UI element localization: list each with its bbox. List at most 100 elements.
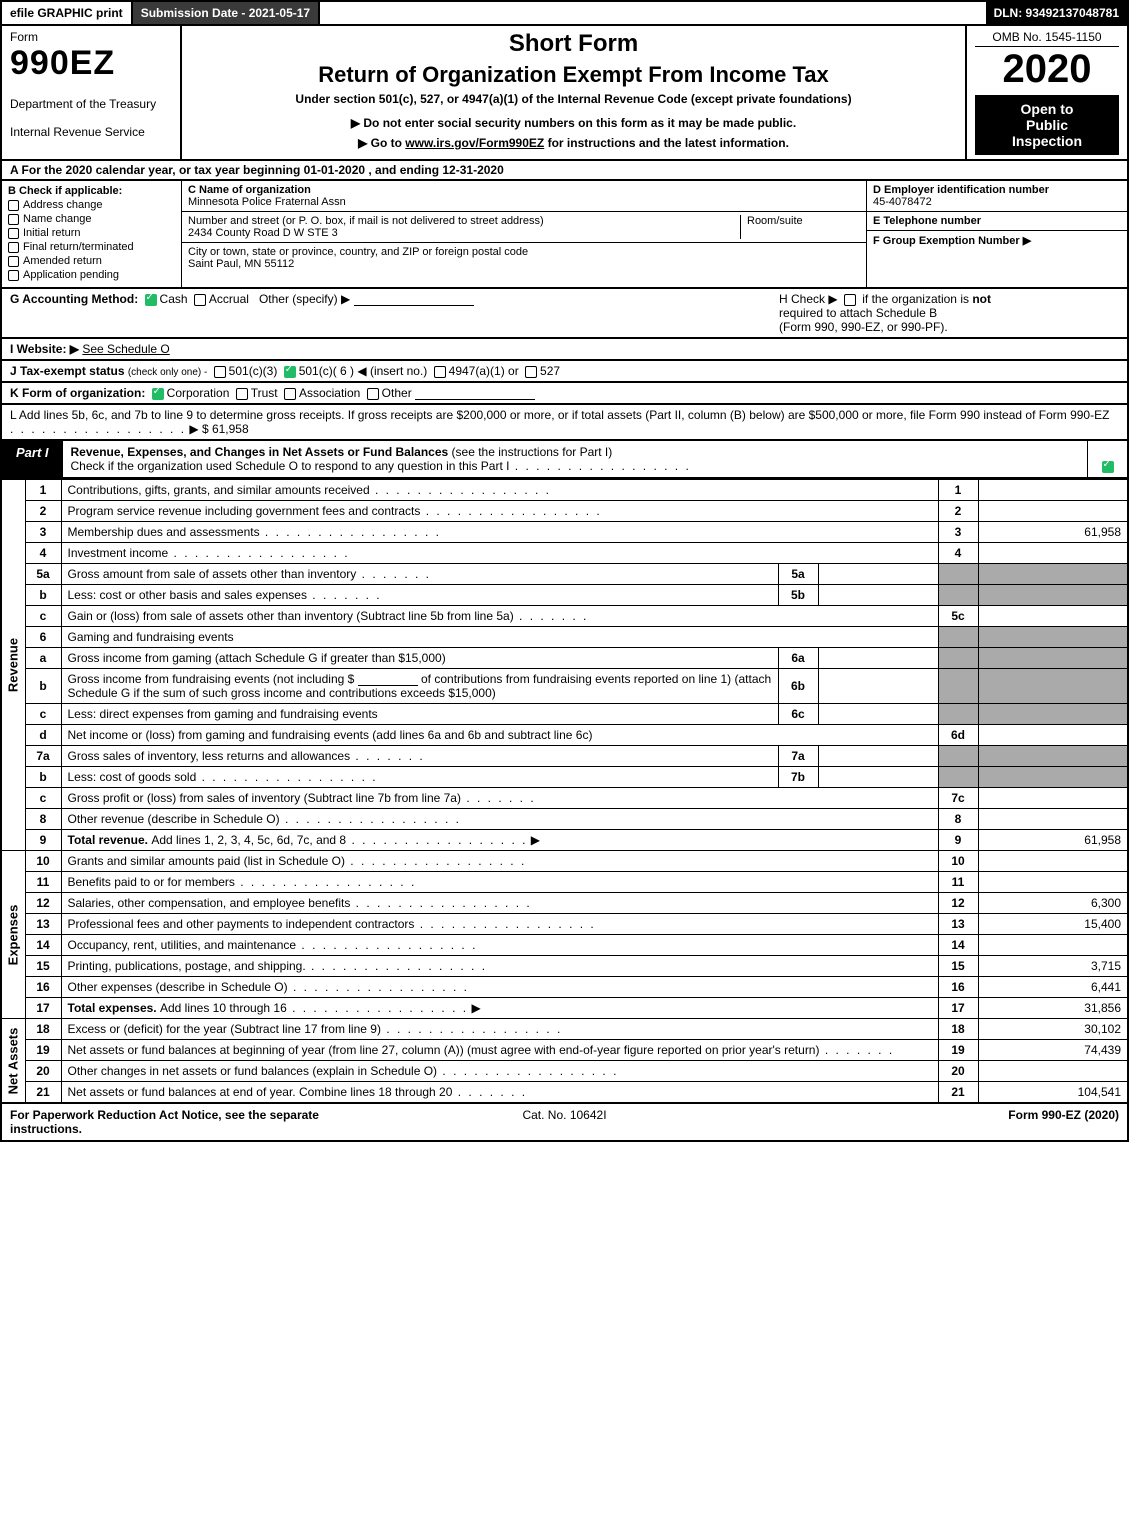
line-amount: 74,439 (978, 1040, 1128, 1061)
footer-center: Cat. No. 10642I (380, 1108, 750, 1136)
row-21: 21 Net assets or fund balances at end of… (1, 1082, 1128, 1104)
line-ref: 7c (938, 788, 978, 809)
part-1-title-bold: Revenue, Expenses, and Changes in Net As… (71, 445, 452, 459)
dots-leader (509, 459, 690, 473)
dots-leader (356, 567, 431, 581)
checkbox-icon[interactable] (8, 228, 19, 239)
sub-amount (818, 767, 938, 788)
org-address: 2434 County Road D W STE 3 (188, 227, 338, 239)
efile-label[interactable]: efile GRAPHIC print (2, 2, 133, 24)
dots-leader (514, 609, 589, 623)
line-ref: 20 (938, 1061, 978, 1082)
checkbox-icon[interactable] (8, 200, 19, 211)
checkbox-icon[interactable] (434, 366, 446, 378)
g-other-blank[interactable] (354, 294, 474, 306)
row-7b: b Less: cost of goods sold 7b (1, 767, 1128, 788)
row-14: 14 Occupancy, rent, utilities, and maint… (1, 935, 1128, 956)
dots-leader (235, 875, 416, 889)
dots-leader (420, 504, 601, 518)
line-text: Program service revenue including govern… (61, 501, 938, 522)
line-text: Gaming and fundraising events (61, 627, 938, 648)
checkbox-icon[interactable] (8, 270, 19, 281)
chk-final-return[interactable]: Final return/terminated (8, 241, 175, 253)
checkbox-icon[interactable] (194, 294, 206, 306)
row-6a: a Gross income from gaming (attach Sched… (1, 648, 1128, 669)
h-not: not (972, 292, 991, 306)
c-name-row: C Name of organization Minnesota Police … (182, 181, 866, 212)
line-amount (978, 606, 1128, 627)
dept-irs: Internal Revenue Service (10, 125, 172, 139)
shade-cell (978, 627, 1128, 648)
line-ref: 12 (938, 893, 978, 914)
row-17: 17 Total expenses. Add lines 10 through … (1, 998, 1128, 1019)
sub-ref: 5b (778, 585, 818, 606)
checkbox-icon[interactable] (367, 388, 379, 400)
j-501c3: 501(c)(3) (229, 364, 278, 378)
line-num: 19 (25, 1040, 61, 1061)
goto-link[interactable]: www.irs.gov/Form990EZ (405, 136, 544, 150)
chk-application-pending[interactable]: Application pending (8, 269, 175, 281)
top-bar: efile GRAPHIC print Submission Date - 20… (0, 0, 1129, 26)
line-num: 5a (25, 564, 61, 585)
chk-label: Amended return (23, 255, 102, 267)
h-text3: required to attach Schedule B (779, 306, 937, 320)
d-ein: D Employer identification number 45-4078… (867, 181, 1127, 212)
checkbox-icon[interactable] (8, 214, 19, 225)
checkbox-checked-icon[interactable] (152, 388, 164, 400)
sub-amount (818, 746, 938, 767)
checkbox-icon[interactable] (284, 388, 296, 400)
sub-amount (818, 648, 938, 669)
line-amount (978, 480, 1128, 501)
k-assoc: Association (299, 386, 360, 400)
line-amount (978, 1061, 1128, 1082)
checkbox-icon[interactable] (214, 366, 226, 378)
checkbox-checked-icon[interactable] (1102, 461, 1114, 473)
line-num: 15 (25, 956, 61, 977)
shade-cell (978, 704, 1128, 725)
dots-leader (381, 1022, 562, 1036)
checkbox-icon[interactable] (8, 242, 19, 253)
k-corp: Corporation (167, 386, 230, 400)
blank-fill[interactable] (358, 674, 418, 686)
goto-post: for instructions and the latest informat… (544, 136, 789, 150)
chk-amended-return[interactable]: Amended return (8, 255, 175, 267)
line-num: b (25, 767, 61, 788)
line-text: Gross sales of inventory, less returns a… (61, 746, 778, 767)
line-ref: 6d (938, 725, 978, 746)
chk-address-change[interactable]: Address change (8, 199, 175, 211)
line-text: Net income or (loss) from gaming and fun… (61, 725, 938, 746)
checkbox-checked-icon[interactable] (145, 294, 157, 306)
footer-right: Form 990-EZ (2020) (749, 1108, 1119, 1136)
checkbox-icon[interactable] (236, 388, 248, 400)
j-sub: (check only one) - (128, 367, 207, 378)
chk-initial-return[interactable]: Initial return (8, 227, 175, 239)
netassets-side-label: Net Assets (1, 1019, 25, 1104)
line-text: Occupancy, rent, utilities, and maintena… (61, 935, 938, 956)
row-6b: b Gross income from fundraising events (… (1, 669, 1128, 704)
c-addr-row: Number and street (or P. O. box, if mail… (182, 212, 866, 243)
checkbox-icon[interactable] (8, 256, 19, 267)
line-amount (978, 788, 1128, 809)
line-ref: 3 (938, 522, 978, 543)
line-num: 1 (25, 480, 61, 501)
checkbox-icon[interactable] (525, 366, 537, 378)
part-1-sub: Check if the organization used Schedule … (71, 459, 510, 473)
g-cash: Cash (160, 292, 188, 306)
dots-leader (437, 1064, 618, 1078)
chk-label: Initial return (23, 227, 80, 239)
chk-label: Final return/terminated (23, 241, 134, 253)
line-k: K Form of organization: Corporation Trus… (0, 383, 1129, 405)
shade-cell (978, 746, 1128, 767)
chk-name-change[interactable]: Name change (8, 213, 175, 225)
row-13: 13 Professional fees and other payments … (1, 914, 1128, 935)
k-other-blank[interactable] (415, 388, 535, 400)
checkbox-icon[interactable] (844, 294, 856, 306)
row-15: 15 Printing, publications, postage, and … (1, 956, 1128, 977)
sub-amount (818, 564, 938, 585)
checkbox-checked-icon[interactable] (284, 366, 296, 378)
sub-ref: 5a (778, 564, 818, 585)
line-text: Net assets or fund balances at end of ye… (61, 1082, 938, 1104)
line-amount: 30,102 (978, 1019, 1128, 1040)
section-b: B Check if applicable: Address change Na… (2, 181, 182, 287)
line-text: Less: cost of goods sold (61, 767, 778, 788)
